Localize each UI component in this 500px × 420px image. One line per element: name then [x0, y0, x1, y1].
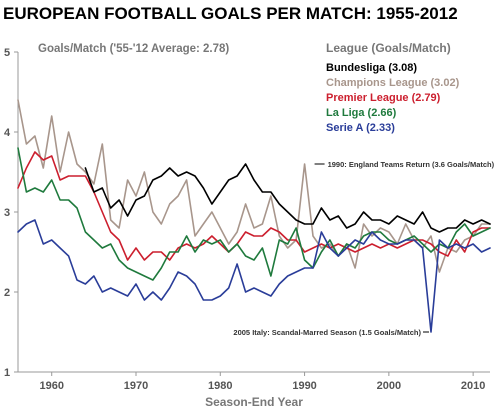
legend-item: Serie A (2.33)	[326, 122, 395, 134]
chart-subtitle: Goals/Match ('55-'12 Average: 2.78)	[38, 43, 229, 55]
legend-item: Premier League (2.79)	[326, 92, 441, 104]
legend: League (Goals/Match) Bundesliga (3.08) Ch…	[326, 41, 460, 134]
annotation-label: 1990: England Teams Return (3.6 Goals/Ma…	[328, 160, 495, 169]
legend-item: La Liga (2.66)	[326, 107, 397, 119]
series-line-bundesliga	[84, 163, 491, 233]
y-tick-label: 5	[4, 47, 10, 59]
annotations: 1990: England Teams Return (3.6 Goals/Ma…	[233, 160, 494, 337]
y-ticks: 1 2 3 4 5	[4, 47, 18, 379]
series-line-premier-league	[17, 151, 491, 261]
y-tick-label: 2	[4, 287, 10, 299]
chart-title: EUROPEAN FOOTBALL GOALS PER MATCH: 1955-…	[3, 4, 458, 23]
x-tick-label: 2000	[377, 380, 401, 392]
legend-item: Champions League (3.02)	[326, 77, 460, 89]
series-lines	[17, 99, 491, 333]
series-line-la-liga	[17, 147, 491, 281]
x-ticks: 1960 1970 1980 1990 2000 2010	[39, 372, 485, 392]
series-line-champions-league	[17, 99, 491, 273]
x-tick-label: 1980	[208, 380, 232, 392]
legend-items: Bundesliga (3.08) Champions League (3.02)…	[326, 62, 460, 134]
x-tick-label: 1970	[124, 380, 148, 392]
legend-item: Bundesliga (3.08)	[326, 62, 417, 74]
y-tick-label: 1	[4, 367, 10, 379]
x-tick-label: 1960	[39, 380, 63, 392]
y-tick-label: 3	[4, 207, 10, 219]
plot-area: 1 2 3 4 5 1960 1970 1980 1990 2000 2010 1990: Eng…	[4, 47, 495, 392]
x-axis-label: Season-End Year	[205, 395, 303, 409]
annotation-label: 2005 Italy: Scandal-Marred Season (1.5 G…	[233, 328, 421, 337]
y-tick-label: 4	[4, 127, 11, 139]
series-line-serie-a	[17, 219, 491, 333]
x-tick-label: 2010	[461, 380, 485, 392]
x-tick-label: 1990	[292, 380, 316, 392]
legend-title: League (Goals/Match)	[326, 41, 451, 55]
